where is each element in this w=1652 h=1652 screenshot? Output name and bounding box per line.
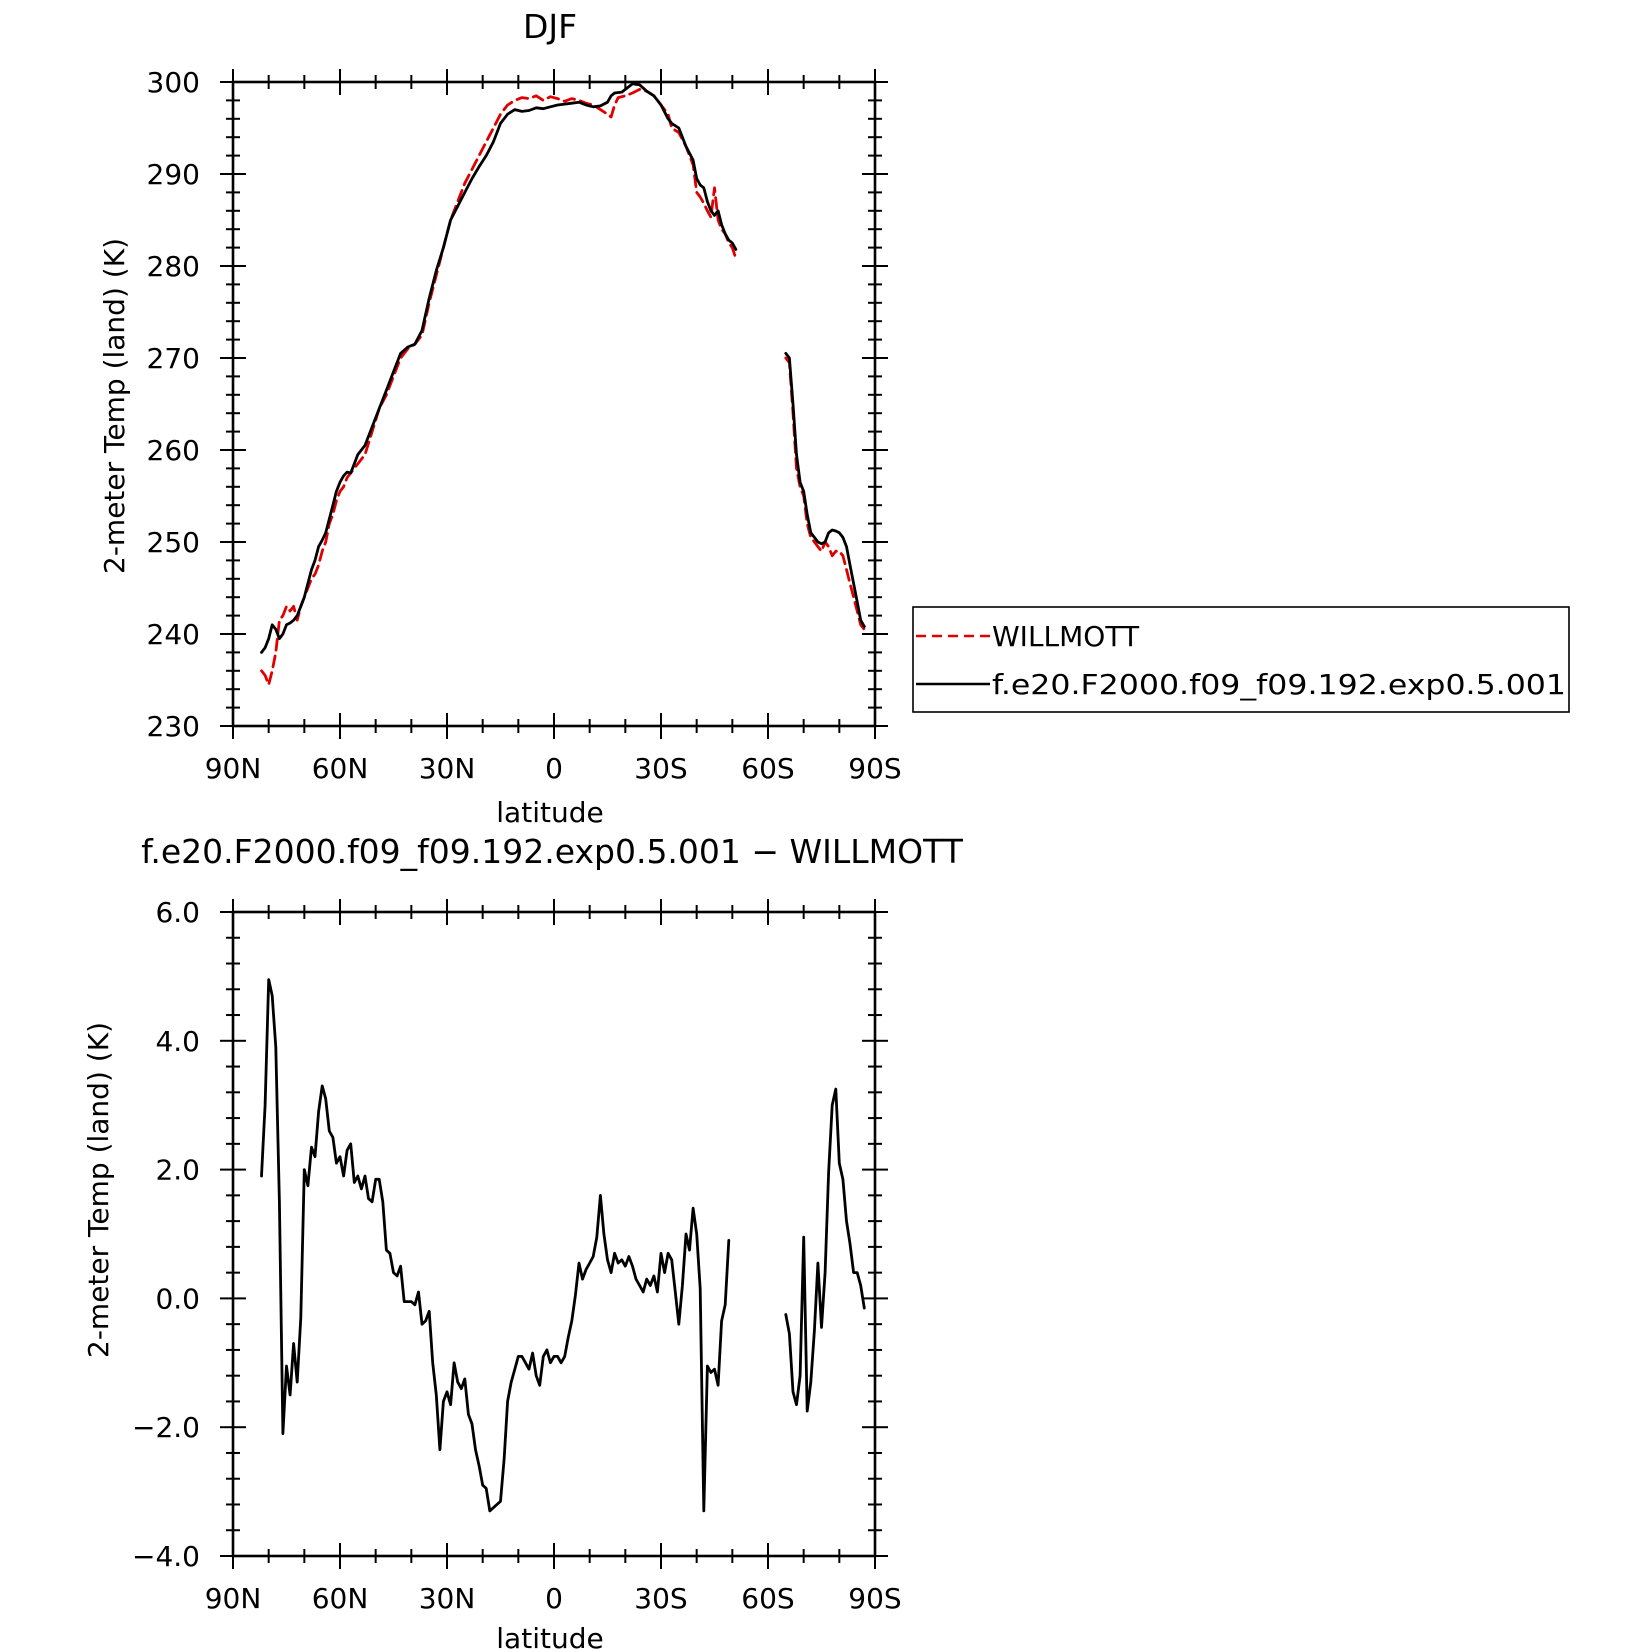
top-panel-xlabel: latitude	[496, 796, 603, 829]
bottom-plot-area: 90N 60N 30N 0 30S 60S 90S −4.0 −2.0 0.0 2.0 4.0 6.0	[132, 896, 902, 1615]
bottom-ytick-label: 4.0	[155, 1025, 200, 1058]
bottom-panel: f.e20.F2000.f09_f09.192.exp0.5.001 − WIL…	[82, 832, 964, 1652]
top-xtick-label: 60S	[741, 752, 794, 785]
bottom-xtick-label: 90S	[848, 1582, 901, 1615]
top-xtick-label: 30N	[419, 752, 476, 785]
top-plot-frame	[231, 80, 877, 728]
bottom-series-0-line	[784, 1087, 866, 1413]
bottom-ytick-label: 6.0	[155, 896, 200, 929]
bottom-xtick-label: 60S	[741, 1582, 794, 1615]
top-plot-area: 90N 60N 30N 0 30S 60S 90S 230 240 250 260 270 280 290…	[147, 66, 902, 785]
top-ytick-label: 250	[147, 526, 200, 559]
bottom-xtick-label: 60N	[312, 1582, 369, 1615]
bottom-ytick-label: 2.0	[155, 1154, 200, 1187]
top-xtick-label: 60N	[312, 752, 369, 785]
top-ytick-label: 270	[147, 342, 200, 375]
top-series-0-line	[260, 88, 738, 686]
top-xtick-label: 90N	[205, 752, 262, 785]
top-series-0-line	[784, 356, 866, 631]
legend: WILLMOTT f.e20.F2000.f09_f09.192.exp0.5.…	[912, 606, 1570, 713]
bottom-xtick-label: 30S	[634, 1582, 687, 1615]
top-xtick-label: 30S	[634, 752, 687, 785]
top-ytick-label: 260	[147, 434, 200, 467]
legend-label-model: f.e20.F2000.f09_f09.192.exp0.5.001	[992, 668, 1566, 701]
bottom-panel-ylabel: 2-meter Temp (land) (K)	[82, 1022, 115, 1358]
bottom-xtick-label: 30N	[419, 1582, 476, 1615]
top-ytick-label: 300	[147, 66, 200, 99]
legend-box	[912, 606, 1570, 713]
top-panel: DJF 90N 60N 30N 0 30S 60S 90S 230 240 250 260 270 28…	[98, 7, 902, 829]
top-panel-title: DJF	[523, 7, 577, 46]
top-ytick-label: 230	[147, 710, 200, 743]
bottom-panel-xlabel: latitude	[496, 1622, 603, 1652]
bottom-panel-title: f.e20.F2000.f09_f09.192.exp0.5.001 − WIL…	[141, 832, 964, 871]
bottom-xtick-label: 90N	[205, 1582, 262, 1615]
top-xtick-label: 90S	[848, 752, 901, 785]
top-ytick-label: 290	[147, 158, 200, 191]
top-panel-ylabel: 2-meter Temp (land) (K)	[98, 238, 131, 574]
bottom-xtick-label: 0	[545, 1582, 563, 1615]
bottom-ytick-label: −4.0	[132, 1540, 200, 1573]
bottom-series-0-line	[260, 978, 731, 1513]
bottom-plot-frame	[231, 910, 877, 1558]
top-ytick-label: 280	[147, 250, 200, 283]
bottom-ytick-label: 0.0	[155, 1282, 200, 1315]
top-xtick-label: 0	[545, 752, 563, 785]
top-series-1-line	[784, 352, 866, 628]
bottom-ytick-label: −2.0	[132, 1411, 200, 1444]
top-ytick-label: 240	[147, 618, 200, 651]
top-series-1-line	[260, 82, 738, 654]
legend-label-willmott: WILLMOTT	[992, 620, 1140, 653]
